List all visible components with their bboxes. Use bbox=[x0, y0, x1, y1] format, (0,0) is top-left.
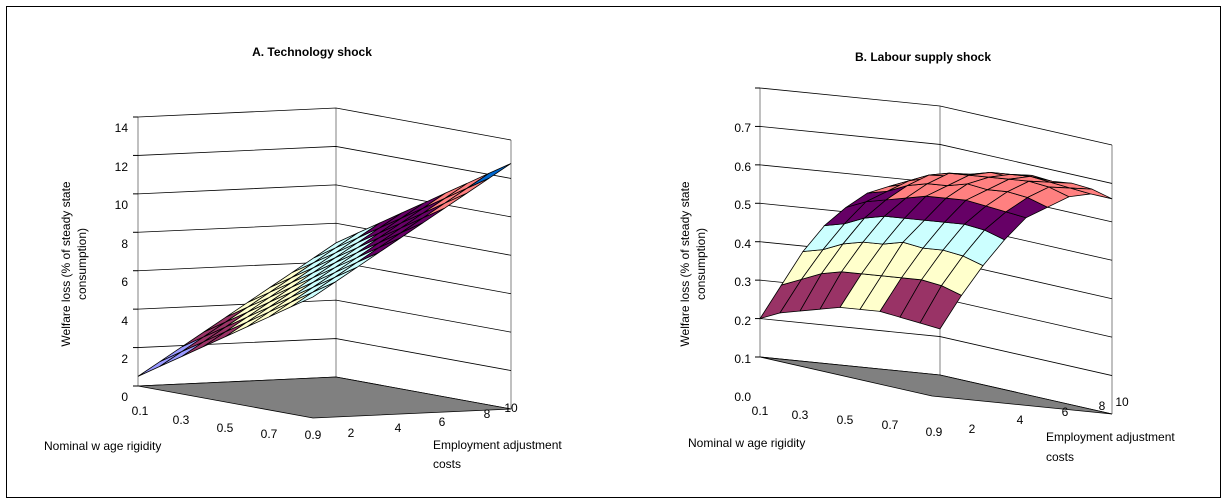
chart-a-z-axis-label: Employment adjustment bbox=[433, 438, 562, 452]
y-tick-label: 0.5 bbox=[734, 198, 751, 212]
surface-cell bbox=[445, 172, 490, 199]
chart-a-z-axis-label-2: costs bbox=[433, 457, 461, 471]
y-tick-label: 0.3 bbox=[734, 275, 751, 289]
y-axis-label-line1: Welfare loss (% of steady state bbox=[59, 181, 73, 347]
z-tick-label: 2 bbox=[348, 426, 355, 440]
z-tick-label: 8 bbox=[484, 407, 491, 421]
x-tick-label: 0.5 bbox=[217, 421, 234, 435]
chart-b-surface bbox=[759, 171, 1113, 330]
gridline bbox=[137, 146, 512, 179]
chart-a-x-axis-label: Nominal w age rigidity bbox=[44, 439, 161, 453]
gridline bbox=[759, 318, 1113, 376]
chart-b-y-ticks: 0.0 0.1 0.2 0.3 0.4 0.5 0.6 0.7 bbox=[734, 121, 751, 404]
z-tick-label: 4 bbox=[395, 421, 402, 435]
y-tick-label: 0.7 bbox=[734, 121, 751, 135]
y-tick-label: 0.1 bbox=[734, 352, 751, 366]
chart-a-y-axis-label: Welfare loss (% of steady state bbox=[59, 181, 73, 347]
chart-b-title: B. Labour supply shock bbox=[855, 50, 991, 64]
gridline bbox=[137, 184, 512, 218]
chart-a-y-axis-label-2: consumption) bbox=[75, 228, 89, 300]
y-axis-label-line2: consumption) bbox=[75, 228, 89, 300]
chart-b-z-ticks: 2 4 6 8 10 bbox=[969, 395, 1129, 436]
x-tick-label: 0.9 bbox=[926, 425, 943, 439]
chart-b-z-axis-label: Employment adjustment bbox=[1046, 430, 1175, 444]
y-tick-label: 12 bbox=[115, 160, 129, 174]
gridline bbox=[137, 107, 512, 141]
y-axis-label-line2: consumption) bbox=[694, 228, 708, 300]
surface-cell bbox=[137, 351, 183, 377]
x-tick-label: 0.3 bbox=[792, 408, 809, 422]
x-tick-label: 0.9 bbox=[305, 428, 322, 442]
y-tick-label: 4 bbox=[121, 314, 128, 328]
z-tick-label: 6 bbox=[1062, 405, 1069, 419]
y-tick-label: 2 bbox=[121, 352, 128, 366]
y-tick-label: 14 bbox=[115, 121, 129, 135]
z-tick-label: 10 bbox=[1115, 395, 1129, 409]
figure-frame bbox=[6, 6, 1221, 498]
chart-b-x-ticks: 0.1 0.3 0.5 0.7 0.9 bbox=[752, 404, 943, 439]
x-tick-label: 0.5 bbox=[837, 413, 854, 427]
gridline bbox=[137, 222, 512, 256]
gridline bbox=[759, 126, 1113, 184]
chart-a-x-ticks: 0.1 0.3 0.5 0.7 0.9 bbox=[132, 404, 322, 442]
gridline bbox=[137, 299, 512, 333]
y-tick-label: 0.0 bbox=[734, 390, 751, 404]
x-tick-label: 0.7 bbox=[882, 418, 899, 432]
chart-a-surface bbox=[137, 163, 512, 377]
chart-a-walls bbox=[133, 107, 512, 419]
y-tick-label: 0.6 bbox=[734, 160, 751, 174]
chart-a-z-ticks: 2 4 6 8 10 bbox=[348, 401, 518, 440]
chart-b-z-axis-label-2: costs bbox=[1046, 450, 1074, 464]
surface-cell bbox=[1070, 187, 1113, 200]
chart-b-y-axis-label: Welfare loss (% of steady state bbox=[678, 181, 692, 347]
y-tick-label: 0 bbox=[121, 390, 128, 404]
surface-cell bbox=[466, 163, 512, 189]
z-tick-label: 2 bbox=[969, 422, 976, 436]
z-tick-label: 6 bbox=[439, 415, 446, 429]
chart-b-walls bbox=[755, 87, 1113, 415]
chart-floor bbox=[137, 376, 512, 419]
chart-b-y-axis-label-2: consumption) bbox=[694, 228, 708, 300]
chart-b-x-axis-label: Nominal w age rigidity bbox=[688, 436, 805, 450]
y-tick-label: 10 bbox=[115, 198, 129, 212]
chart-a-y-ticks: 0 2 4 6 8 10 12 14 bbox=[115, 121, 129, 404]
x-tick-label: 0.1 bbox=[752, 404, 769, 418]
y-tick-label: 0.2 bbox=[734, 314, 751, 328]
x-tick-label: 0.1 bbox=[132, 404, 149, 418]
x-tick-label: 0.3 bbox=[173, 413, 190, 427]
y-tick-label: 8 bbox=[121, 237, 128, 251]
x-tick-label: 0.7 bbox=[261, 427, 278, 441]
z-tick-label: 4 bbox=[1017, 413, 1024, 427]
y-axis-label-line1: Welfare loss (% of steady state bbox=[678, 181, 692, 347]
gridline bbox=[759, 87, 1113, 146]
chart-floor bbox=[759, 356, 1113, 415]
y-tick-label: 6 bbox=[121, 275, 128, 289]
z-tick-label: 10 bbox=[504, 401, 518, 415]
chart-a-title: A. Technology shock bbox=[252, 45, 372, 59]
y-tick-label: 0.4 bbox=[734, 237, 751, 251]
z-tick-label: 8 bbox=[1099, 399, 1106, 413]
